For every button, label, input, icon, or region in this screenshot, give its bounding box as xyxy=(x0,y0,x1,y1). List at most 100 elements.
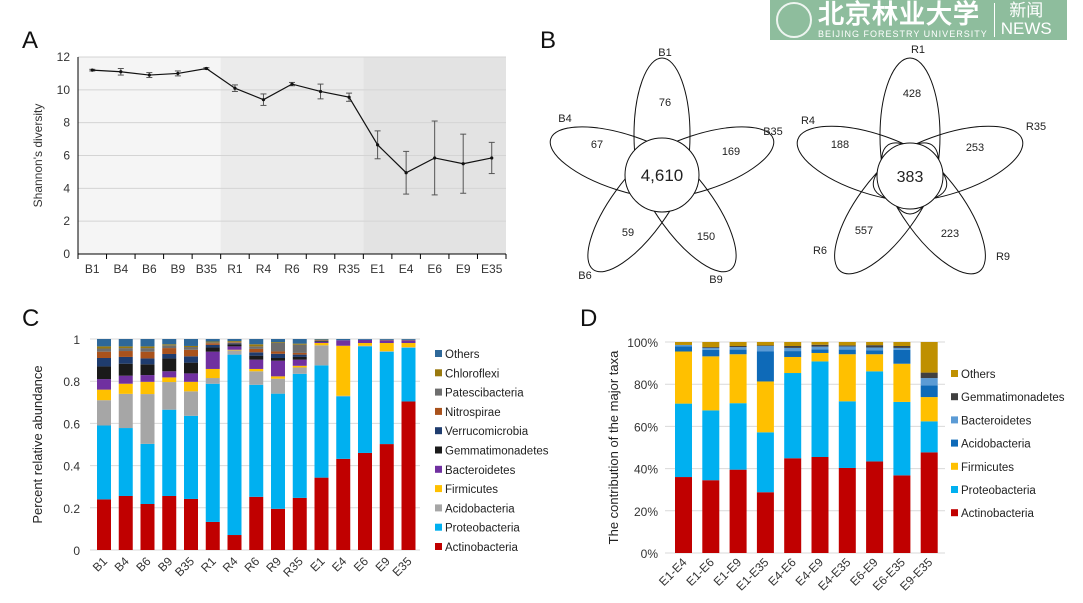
bar-segment-verrucomicrobia xyxy=(97,357,111,367)
x-tick-label: E35 xyxy=(390,554,415,579)
bar-segment-firmicutes xyxy=(401,343,416,348)
legend-swatch xyxy=(435,543,442,550)
bar-segment-firmicutes xyxy=(162,377,177,383)
bar-segment-firmicutes xyxy=(140,381,155,395)
bar-segment-bacteroidetes xyxy=(292,359,307,366)
bar-segment-others xyxy=(314,339,329,340)
watermark-news-cn: 新闻 xyxy=(1009,1,1044,20)
bar-segment-acidobacteria xyxy=(920,385,938,398)
bar-segment-proteobacteria xyxy=(675,403,692,478)
bar-segment-firmicutes xyxy=(729,354,747,404)
legend-label: Acidobacteria xyxy=(961,439,1031,451)
bar-segment-acidobacteria xyxy=(249,371,264,385)
bar-segment-actinobacteria xyxy=(184,498,198,550)
bar-segment-firmicutes xyxy=(271,376,285,379)
bar-segment-bacteroidetes xyxy=(675,344,692,347)
bar-segment-proteobacteria xyxy=(401,347,416,402)
bar-segment-acidobacteria xyxy=(729,349,747,355)
bar-segment-gemmatimonadetes xyxy=(271,357,285,361)
bar-segment-verrucomicrobia xyxy=(227,343,242,345)
x-tick-label: R4 xyxy=(256,262,272,276)
venn-core-circle xyxy=(876,142,944,210)
bar-segment-bacteroidetes xyxy=(702,347,720,350)
bar-segment-nitrospirae xyxy=(140,351,155,359)
bar-segment-chloroflexi xyxy=(97,346,111,349)
bar-segment-chloroflexi xyxy=(271,342,285,344)
bar-segment-firmicutes xyxy=(784,356,802,374)
bar-segment-bacteroidetes xyxy=(784,347,802,352)
bar-segment-firmicutes xyxy=(205,368,220,379)
legend-label: Actinobacteria xyxy=(445,542,518,554)
x-tick-label: E1 xyxy=(370,262,385,276)
bar-segment-others xyxy=(675,342,692,345)
legend-swatch xyxy=(951,462,958,470)
bar-segment-gemmatimonadetes xyxy=(162,358,177,372)
bar-segment-verrucomicrobia xyxy=(162,353,177,359)
bar-segment-proteobacteria xyxy=(162,409,177,496)
venn-core-circle xyxy=(624,137,700,213)
y-tick-label: 1 xyxy=(73,333,80,347)
bar-segment-others xyxy=(702,342,720,348)
bar-segment-acidobacteria xyxy=(784,351,802,357)
bar-segment-gemmatimonadetes xyxy=(866,345,884,348)
venn-unique-count: 223 xyxy=(941,228,959,240)
x-tick-label: E4 xyxy=(329,554,350,575)
x-tick-label: E6 xyxy=(351,554,372,575)
venn-unique-count: 428 xyxy=(903,88,921,100)
bar-segment-actinobacteria xyxy=(729,469,747,553)
legend-label: Others xyxy=(961,369,996,381)
bar-segment-actinobacteria xyxy=(162,495,177,550)
x-tick-label: B1 xyxy=(90,554,111,575)
venn-unique-count: 59 xyxy=(622,227,634,239)
venn-unique-count: 76 xyxy=(659,97,671,109)
y-axis-label: The contribution of the major taxa xyxy=(606,350,621,544)
venn-diagram: R1 428 R35 253 R9 223 R6 557 R4 188 383 xyxy=(796,44,1046,275)
x-tick-label: B6 xyxy=(142,262,157,276)
bar-segment-actinobacteria xyxy=(358,452,372,550)
bar-segment-acidobacteria xyxy=(205,378,220,384)
bar-segment-proteobacteria xyxy=(838,401,856,468)
x-tick-label: B9 xyxy=(155,554,176,575)
data-point xyxy=(461,162,465,166)
bar-segment-bacteroidetes xyxy=(336,340,351,346)
bar-segment-others xyxy=(271,339,285,343)
bar-segment-actinobacteria xyxy=(314,477,329,550)
bar-segment-chloroflexi xyxy=(249,344,264,347)
bar-segment-gemmatimonadetes xyxy=(756,345,774,347)
bar-segment-nitrospirae xyxy=(162,348,177,354)
venn-unique-count: 557 xyxy=(855,225,873,237)
bar-segment-others xyxy=(358,339,372,340)
venn-ellipse-r35 xyxy=(872,125,1024,202)
bar-segment-others xyxy=(729,342,747,347)
x-tick-label: R35 xyxy=(338,262,360,276)
legend-label: Nitrospirae xyxy=(445,407,501,419)
x-tick-label: B4 xyxy=(113,262,128,276)
bar-segment-proteobacteria xyxy=(227,354,242,536)
legend-swatch xyxy=(435,350,442,357)
bar-segment-verrucomicrobia xyxy=(118,356,133,364)
bar-segment-firmicutes xyxy=(893,363,911,402)
bar-segment-actinobacteria xyxy=(118,495,133,550)
bar-segment-others xyxy=(379,339,394,340)
bar-segment-gemmatimonadetes xyxy=(811,344,829,347)
bar-segment-proteobacteria xyxy=(729,403,747,470)
legend-label: Bacteroidetes xyxy=(961,415,1032,427)
bar-segment-chloroflexi xyxy=(205,341,220,343)
bar-segment-patescibacteria xyxy=(140,348,155,352)
bar-segment-proteobacteria xyxy=(866,371,884,462)
x-tick-label: E35 xyxy=(481,262,503,276)
data-point xyxy=(404,171,408,175)
bar-segment-acidobacteria xyxy=(675,346,692,352)
bar-segment-acidobacteria xyxy=(702,349,720,357)
legend-label: Verrucomicrobia xyxy=(445,426,529,438)
legend-swatch xyxy=(435,485,442,493)
watermark-divider xyxy=(993,3,995,37)
bar-segment-bacteroidetes xyxy=(162,371,177,378)
x-tick-label: B4 xyxy=(112,554,133,575)
bar-segment-actinobacteria xyxy=(893,475,911,553)
legend-swatch xyxy=(435,446,442,454)
bar-segment-firmicutes xyxy=(866,354,884,372)
data-point xyxy=(376,143,380,147)
watermark-name-cn: 北京林业大学 xyxy=(818,0,981,30)
x-tick-label: E6 xyxy=(427,262,442,276)
